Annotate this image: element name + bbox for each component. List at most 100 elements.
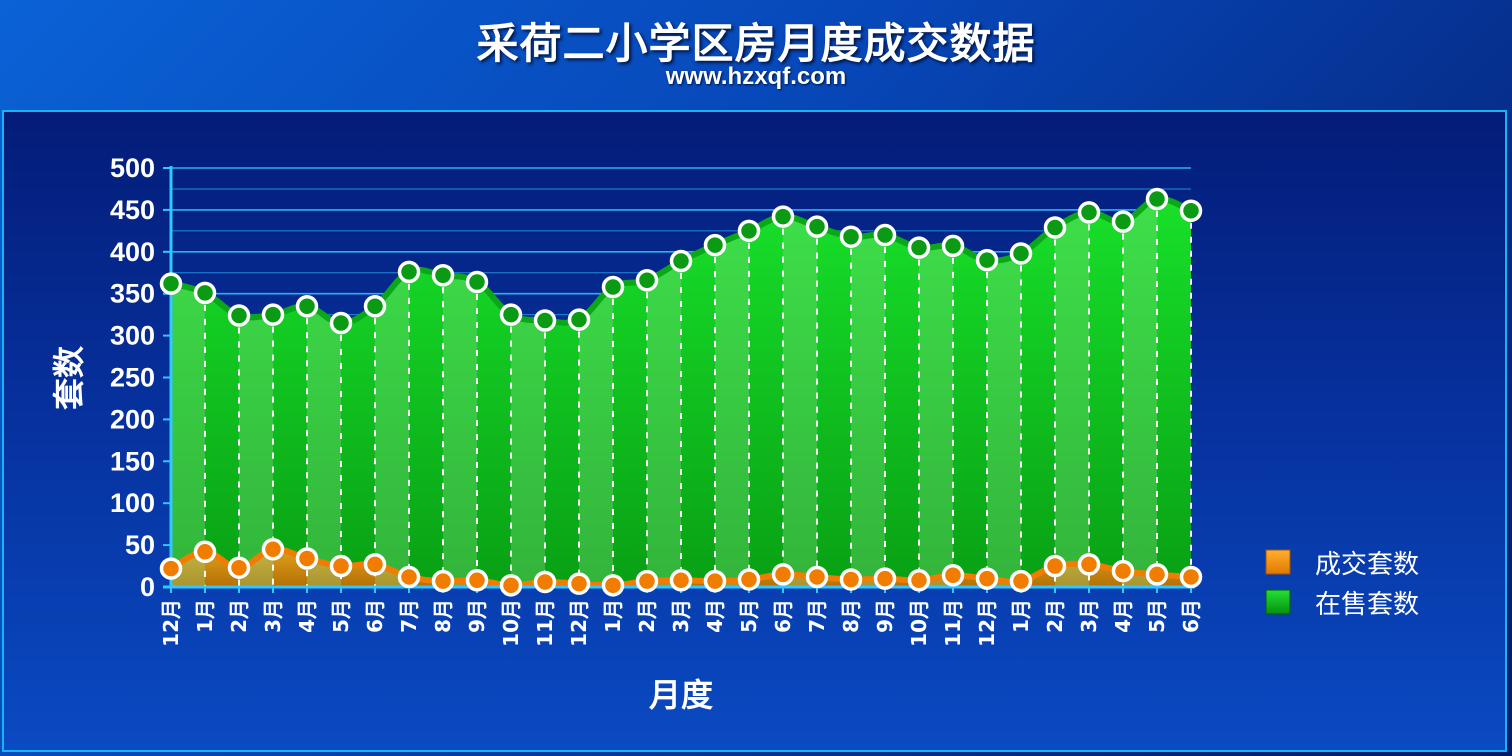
point-deals: [431, 569, 455, 593]
point-listings: [227, 304, 251, 327]
y-tick-label: 200: [110, 404, 155, 434]
point-deals: [567, 572, 591, 595]
point-listings: [737, 219, 761, 243]
point-deals: [669, 569, 693, 592]
point-listings: [465, 270, 489, 294]
point-deals: [873, 567, 897, 590]
x-tick-label: 10月: [499, 599, 523, 647]
x-tick-label: 12月: [567, 599, 591, 647]
x-tick-label: 4月: [703, 599, 727, 633]
column-band: [443, 198, 477, 587]
point-listings: [1145, 187, 1169, 211]
x-tick-label: 1月: [1009, 599, 1033, 633]
band-group: [171, 198, 1157, 587]
point-deals: [227, 556, 251, 579]
point-listings: [941, 234, 965, 258]
point-deals: [1043, 554, 1067, 578]
column-band: [511, 198, 545, 587]
x-tick-label: 9月: [873, 599, 897, 633]
legend-label-deals: 成交套数: [1315, 550, 1419, 580]
x-tick-label: 6月: [363, 599, 387, 633]
x-tick-label: 5月: [1145, 599, 1169, 633]
column-band: [715, 198, 749, 587]
point-deals: [329, 554, 353, 578]
point-listings: [873, 223, 897, 247]
point-listings: [1009, 242, 1033, 265]
x-tick-label: 6月: [1179, 599, 1203, 633]
x-tick-label: 2月: [227, 599, 251, 633]
y-tick-label: 100: [110, 488, 155, 518]
x-axis-title: 月度: [649, 676, 713, 714]
point-listings: [431, 264, 455, 287]
chart-title: 采荷二小学区房月度成交数据: [476, 19, 1036, 68]
point-deals: [1111, 559, 1135, 583]
point-deals: [159, 557, 183, 580]
legend-item-deals: 成交套数: [1265, 549, 1419, 580]
point-listings: [635, 269, 659, 292]
column-band: [987, 198, 1021, 587]
point-deals: [295, 547, 319, 570]
point-deals: [907, 569, 931, 592]
point-listings: [805, 215, 829, 238]
x-tick-label: 11月: [533, 599, 557, 647]
x-tick-label: 11月: [941, 599, 965, 647]
point-deals: [635, 569, 659, 593]
point-deals: [193, 540, 217, 564]
tick-labels: 0 50 100 150 200 250 300 350 400 450 500 12月 1月 2月 3月 4…: [110, 153, 1203, 647]
legend-swatch-listings: [1265, 589, 1291, 615]
x-tick-label: 1月: [601, 599, 625, 633]
point-listings: [703, 233, 727, 257]
point-deals: [1145, 563, 1169, 586]
y-tick-label: 450: [110, 195, 155, 225]
column-band: [239, 198, 273, 587]
point-listings: [975, 248, 999, 272]
point-listings: [533, 309, 557, 332]
column-band: [919, 198, 953, 587]
point-deals: [771, 563, 795, 586]
point-listings: [567, 308, 591, 331]
x-tick-label: 7月: [805, 599, 829, 633]
y-tick-label: 400: [110, 237, 155, 267]
point-deals: [1179, 565, 1203, 589]
data-points: [159, 187, 1203, 597]
x-tick-label: 8月: [839, 599, 863, 633]
point-deals: [261, 538, 285, 561]
x-tick-label: 2月: [1043, 599, 1067, 633]
point-deals: [703, 569, 727, 593]
point-listings: [363, 295, 387, 318]
point-listings: [601, 275, 625, 299]
point-deals: [533, 570, 557, 594]
y-tick-label: 0: [140, 572, 155, 602]
x-tick-label: 4月: [1111, 599, 1135, 633]
point-listings: [499, 303, 523, 326]
point-listings: [771, 205, 795, 228]
point-listings: [295, 295, 319, 318]
x-tick-label: 5月: [737, 599, 761, 633]
y-tick-label: 50: [125, 530, 155, 560]
x-tick-label: 4月: [295, 599, 319, 633]
x-tick-label: 6月: [771, 599, 795, 633]
x-tick-label: 7月: [397, 599, 421, 633]
y-tick-label: 250: [110, 363, 155, 393]
x-tick-label: 3月: [669, 599, 693, 633]
y-tick-label: 350: [110, 279, 155, 309]
x-tick-label: 12月: [975, 599, 999, 647]
y-tick-label: 500: [110, 153, 155, 183]
point-listings: [1043, 216, 1067, 239]
x-tick-label: 1月: [193, 599, 217, 633]
point-listings: [397, 260, 421, 284]
point-listings: [159, 272, 183, 295]
point-deals: [737, 568, 761, 591]
point-deals: [1009, 569, 1033, 593]
x-tick-label: 5月: [329, 599, 353, 633]
point-deals: [601, 574, 625, 597]
column-band: [171, 198, 205, 587]
legend-label-listings: 在售套数: [1315, 590, 1419, 620]
x-tick-label: 2月: [635, 599, 659, 633]
y-tick-label: 150: [110, 446, 155, 476]
column-band: [851, 198, 885, 587]
x-tick-label: 3月: [1077, 599, 1101, 633]
point-deals: [499, 574, 523, 597]
point-deals: [465, 569, 489, 592]
